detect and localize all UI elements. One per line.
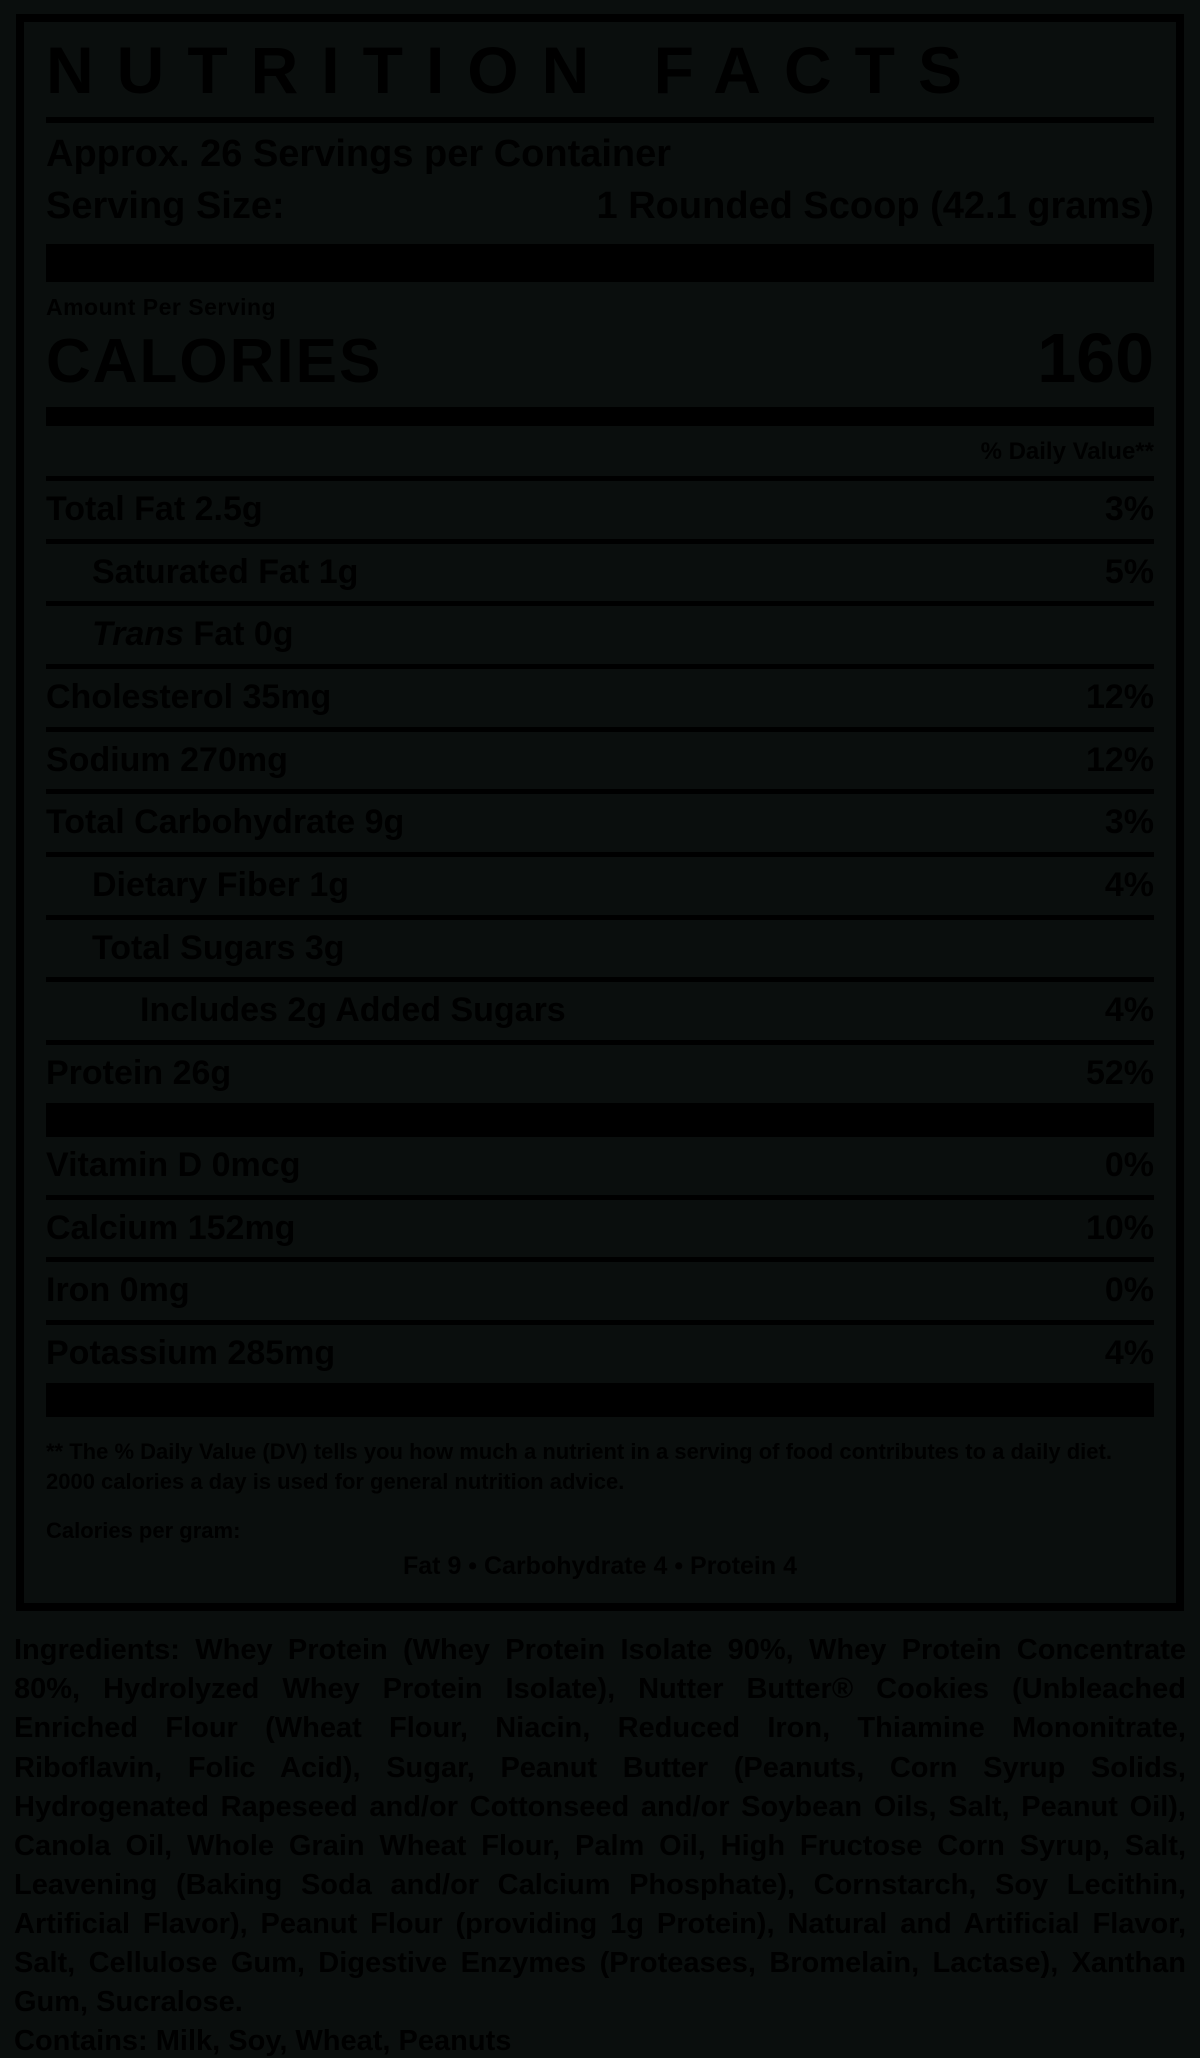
- nutrient-row-calcium: Calcium 152mg 10%: [46, 1194, 1154, 1258]
- nutrient-dv: 12%: [1085, 740, 1154, 779]
- section-bar: [46, 406, 1154, 426]
- nutrient-name: Fat: [183, 615, 245, 654]
- panel-title: NUTRITION FACTS: [46, 33, 985, 107]
- calories-value: 160: [1037, 318, 1154, 397]
- nutrient-name: Dietary Fiber: [92, 866, 300, 905]
- nutrient-name: Potassium: [46, 1333, 218, 1372]
- nutrient-amount: 1g: [318, 552, 359, 591]
- nutrient-name: Cholesterol: [46, 678, 234, 717]
- nutrient-name: Vitamin D: [46, 1145, 203, 1184]
- nutrient-amount: 3g: [304, 928, 345, 967]
- nutrient-row-trans-fat: Trans Fat 0g: [46, 601, 1154, 664]
- nutrient-amount: 9g: [364, 803, 405, 842]
- nutrition-facts-panel: NUTRITION FACTS Approx. 26 Servings per …: [16, 14, 1184, 1612]
- daily-value-header: % Daily Value**: [980, 437, 1154, 465]
- nutrient-dv: 4%: [1104, 991, 1154, 1030]
- nutrient-row-iron: Iron 0mg 0%: [46, 1257, 1154, 1320]
- nutrient-dv: 10%: [1085, 1208, 1154, 1247]
- serving-size-label: Serving Size:: [46, 184, 285, 227]
- nutrient-amount: 1g: [309, 866, 349, 905]
- nutrient-amount: 285mg: [227, 1333, 336, 1372]
- nutrient-name: Iron: [46, 1271, 111, 1310]
- calories-label: CALORIES: [46, 326, 383, 396]
- section-bar: [46, 1102, 1154, 1137]
- nutrient-dv: 4%: [1104, 1333, 1154, 1372]
- nutrient-name: Calcium: [46, 1208, 179, 1247]
- servings-per-container: Approx. 26 Servings per Container: [46, 133, 672, 176]
- section-bar: [46, 1382, 1154, 1417]
- nutrient-row-protein: Protein 26g 52%: [46, 1040, 1154, 1103]
- serving-size-row: Serving Size: 1 Rounded Scoop (42.1 gram…: [46, 185, 1154, 228]
- nutrient-name-italic: Trans: [92, 615, 184, 654]
- nutrient-amount: 35mg: [242, 678, 332, 717]
- nutrient-row-total-sugars: Total Sugars 3g: [46, 914, 1154, 978]
- nutrient-name: Includes 2g Added Sugars: [140, 991, 566, 1030]
- nutrient-amount: 2.5g: [194, 489, 263, 528]
- calories-per-gram-label: Calories per gram:: [46, 1518, 241, 1544]
- calories-row: CALORIES 160: [46, 323, 1154, 393]
- nutrient-amount: 152mg: [187, 1208, 296, 1247]
- nutrient-dv: 5%: [1104, 552, 1154, 591]
- title-divider: [46, 117, 1154, 124]
- nutrient-row-total-fat: Total Fat 2.5g 3%: [46, 475, 1154, 539]
- allergen-statement: Contains: Milk, Soy, Wheat, Peanuts: [14, 2024, 512, 2057]
- nutrient-row-sodium: Sodium 270mg 12%: [46, 726, 1154, 790]
- nutrient-dv: 12%: [1085, 678, 1154, 717]
- nutrient-name: Saturated Fat: [92, 552, 310, 591]
- nutrient-amount: 270mg: [180, 740, 288, 779]
- nutrient-row-vitamin-d: Vitamin D 0mcg 0%: [46, 1137, 1154, 1195]
- nutrient-row-dietary-fiber: Dietary Fiber 1g 4%: [46, 852, 1154, 915]
- nutrient-row-added-sugars: Includes 2g Added Sugars 4%: [46, 977, 1154, 1040]
- nutrient-name: Total Sugars: [92, 928, 296, 967]
- nutrient-row-saturated-fat: Saturated Fat 1g 5%: [46, 538, 1154, 602]
- nutrient-dv: 3%: [1104, 489, 1154, 528]
- daily-value-footnote: ** The % Daily Value (DV) tells you how …: [46, 1438, 1112, 1495]
- calories-per-gram-values: Fat 9 • Carbohydrate 4 • Protein 4: [403, 1552, 797, 1581]
- nutrient-name: Total Carbohydrate: [46, 803, 356, 842]
- nutrient-row-total-carbohydrate: Total Carbohydrate 9g 3%: [46, 789, 1154, 852]
- ingredients-paragraph: Ingredients: Whey Protein (Whey Protein …: [14, 1634, 1186, 2019]
- nutrient-name: Total Fat: [46, 489, 186, 528]
- nutrient-dv: 3%: [1104, 803, 1154, 842]
- nutrient-dv: 4%: [1104, 866, 1154, 905]
- section-bar: [46, 243, 1154, 282]
- nutrient-dv: 52%: [1085, 1054, 1154, 1093]
- nutrient-row-cholesterol: Cholesterol 35mg 12%: [46, 664, 1154, 727]
- nutrient-name: Sodium: [46, 740, 171, 779]
- nutrient-amount: 26g: [172, 1054, 232, 1093]
- nutrient-name: Protein: [46, 1054, 164, 1093]
- nutrient-dv: 0%: [1104, 1271, 1154, 1310]
- nutrient-amount: 0mg: [119, 1271, 190, 1310]
- nutrient-row-potassium: Potassium 285mg 4%: [46, 1319, 1154, 1383]
- serving-size-value: 1 Rounded Scoop (42.1 grams): [596, 184, 1154, 227]
- amount-per-serving-label: Amount Per Serving: [46, 293, 277, 320]
- nutrient-dv: 0%: [1104, 1145, 1154, 1184]
- nutrient-amount: 0mcg: [211, 1145, 301, 1184]
- nutrient-amount: 0g: [253, 615, 294, 654]
